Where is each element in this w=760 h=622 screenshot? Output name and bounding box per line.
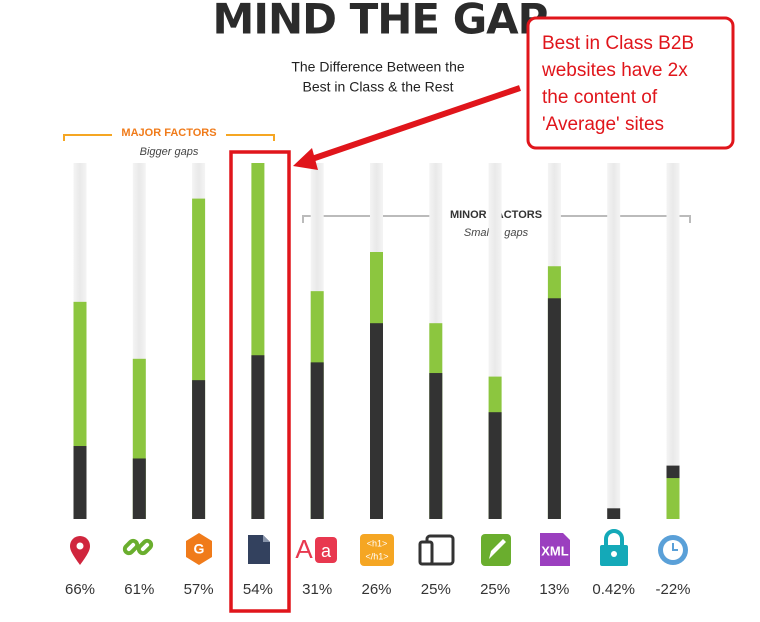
bar [607,508,621,519]
value-label: 25% [421,581,451,598]
value-label: 26% [361,581,391,598]
value-label: 25% [480,581,510,598]
value-label: 0.42% [592,581,635,598]
value-label: 54% [243,581,273,598]
bar [488,412,502,519]
value-label: 61% [124,581,154,598]
bars [73,163,680,519]
arrow [305,85,521,164]
bar [132,458,146,519]
subtitle: The Difference Between the [291,59,465,75]
bar [429,373,443,519]
value-label: 13% [539,581,569,598]
value-label: 66% [65,581,95,598]
highlight-box [229,150,291,613]
svg-text:</h1>: </h1> [365,551,388,561]
chart-title: MIND THE GAP [213,0,548,44]
annotation: 'Average' sites [542,114,664,135]
bar-track [607,163,621,519]
value-label: -22% [655,581,690,598]
arrow-head [293,148,318,170]
svg-text:G: G [194,541,205,557]
bar [666,478,680,519]
annotation: websites have 2x [541,60,688,81]
bracket-gap [112,125,226,141]
bar [547,298,561,519]
annotation: the content of [542,87,658,108]
svg-text:a: a [321,541,332,561]
bar-track [666,163,680,519]
annotation: Best in Class B2B [542,33,694,54]
bar [192,380,206,519]
group-sublabel: Bigger gaps [140,146,199,158]
callout [526,16,735,150]
bar [310,362,324,519]
icons: G A a <h1> </h1> XML [70,529,688,566]
value-label: 31% [302,581,332,598]
bar [370,323,383,519]
svg-text:<h1>: <h1> [367,538,388,548]
value-label: 57% [184,581,214,598]
svg-text:XML: XML [541,543,569,558]
subtitle: Best in Class & the Rest [303,79,454,95]
bar [73,446,87,519]
group-label: MAJOR FACTORS [121,127,216,139]
svg-text:A: A [295,534,313,564]
bar [251,355,265,519]
